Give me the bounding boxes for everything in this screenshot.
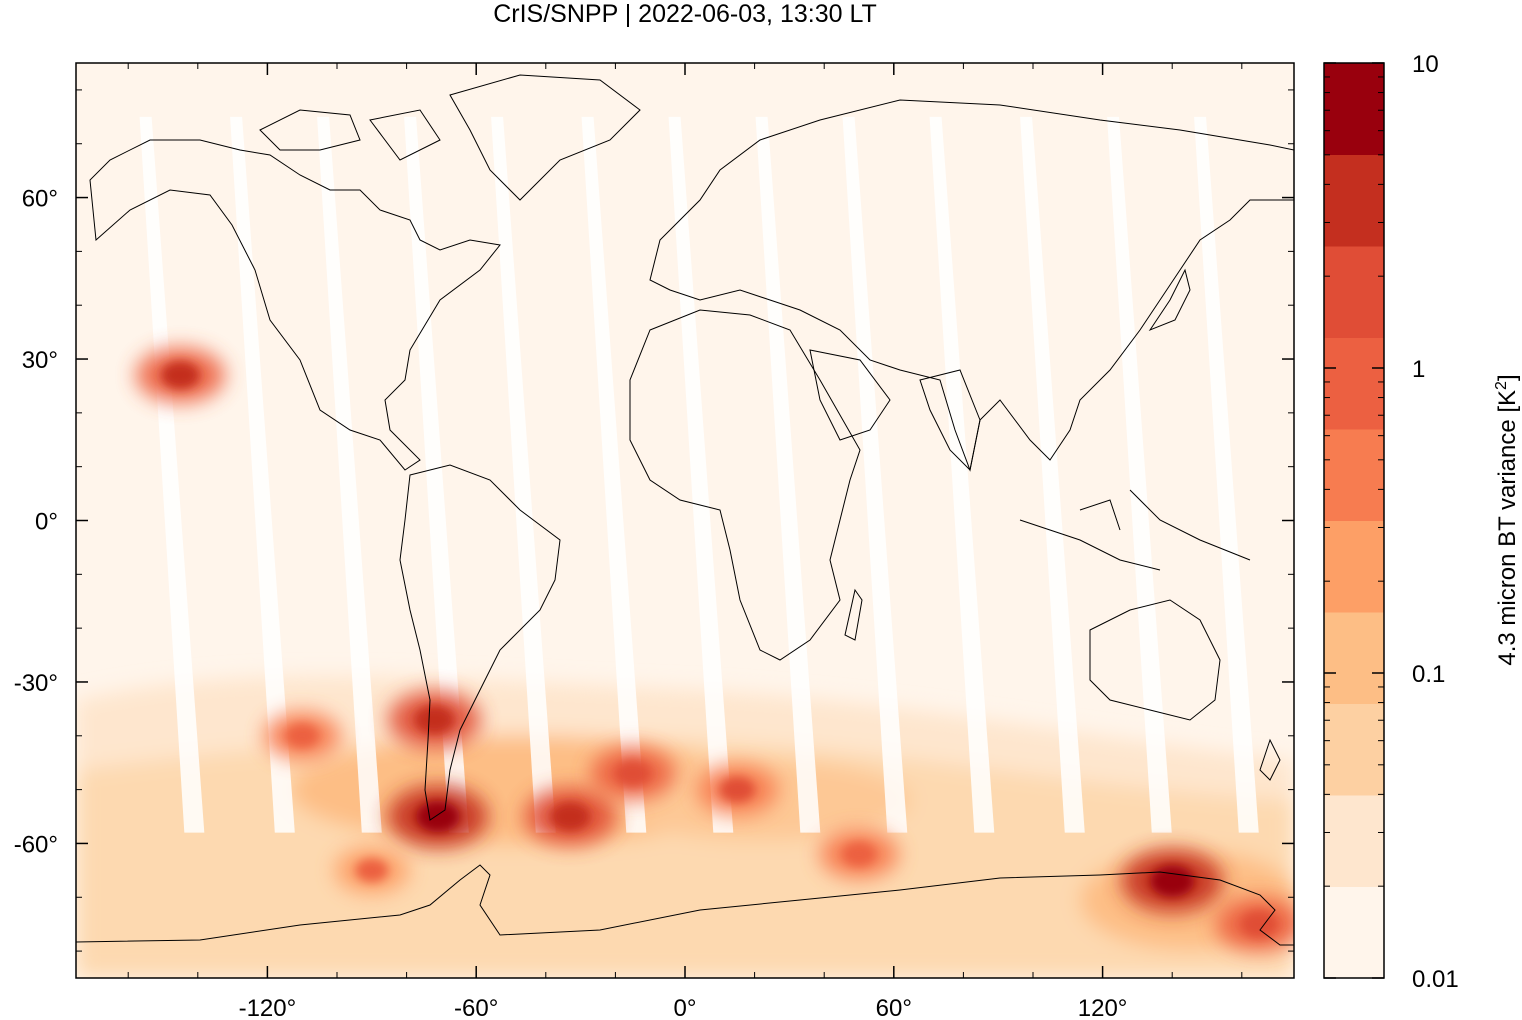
orbit-gap-3 xyxy=(404,116,469,833)
hotspot-1 xyxy=(414,705,455,735)
orbit-gap-10 xyxy=(1020,116,1085,833)
x-tick-label: 120° xyxy=(1078,995,1128,1020)
y-tick-label: 30° xyxy=(22,347,58,374)
map-area xyxy=(76,63,1294,978)
colorbar-tick-label: 0.1 xyxy=(1412,661,1445,688)
orbit-gap-1 xyxy=(230,116,295,833)
hotspot-3 xyxy=(160,361,200,390)
colorbar-band-4 xyxy=(1324,520,1384,613)
coastlines xyxy=(76,74,1294,946)
coast-eurasia xyxy=(649,99,1294,472)
coast-australia xyxy=(1089,599,1221,721)
orbit-gap-11 xyxy=(1107,116,1172,833)
colorbar-band-7 xyxy=(1324,246,1384,338)
orbit-gap-12 xyxy=(1194,116,1259,833)
y-tick-label: 0° xyxy=(35,509,58,536)
colorbar-tick-label: 0.01 xyxy=(1412,966,1459,993)
orbit-gap-4 xyxy=(491,116,556,833)
hotspot-6 xyxy=(719,776,755,803)
hotspot-7 xyxy=(841,841,877,867)
x-tick-label: -120° xyxy=(239,995,297,1020)
orbit-gap-5 xyxy=(581,116,647,833)
hotspot-9 xyxy=(285,723,320,748)
colorbar-band-3 xyxy=(1324,612,1384,704)
axes: -120° -60° 0° 60° 120° 60° 30° 0° -30° -60° xyxy=(14,63,1294,1020)
x-tick-label: -60° xyxy=(454,995,498,1020)
colorbar-tick-label: 10 xyxy=(1412,51,1439,78)
colorbar-band-1 xyxy=(1324,795,1384,887)
hotspots xyxy=(135,347,1294,952)
colorbar-frame xyxy=(1323,62,1385,979)
orbit-gap-6 xyxy=(668,116,734,833)
chart-title: CrIS/SNPP | 2022-06-03, 13:30 LT xyxy=(493,0,877,28)
hotspot-0 xyxy=(416,800,460,833)
y-tick-label: -30° xyxy=(14,670,58,697)
coast-south-america xyxy=(399,464,561,821)
coast-greenland xyxy=(449,74,641,201)
colorbar-label-text: 4.3 micron BT variance [K xyxy=(1494,390,1521,666)
coast-arctic-islands xyxy=(259,109,441,161)
colorbar-band-5 xyxy=(1324,429,1384,521)
hotspot-8 xyxy=(1240,910,1279,938)
coast-north-america xyxy=(89,139,501,471)
y-tick-label: -60° xyxy=(14,831,58,858)
hotspot-10 xyxy=(355,858,389,882)
coast-india xyxy=(919,369,981,472)
orbit-gap-8 xyxy=(842,116,908,833)
colorbar: 10 1 0.1 0.01 xyxy=(1323,51,1459,993)
colorbar-label-end: ] xyxy=(1494,374,1521,381)
coast-africa xyxy=(629,309,861,661)
y-tick-label: 60° xyxy=(22,186,58,213)
coast-arabia xyxy=(809,349,891,441)
orbit-gap-2 xyxy=(317,116,382,833)
hotspot-2 xyxy=(1150,865,1195,897)
colorbar-band-0 xyxy=(1324,886,1384,979)
colorbar-label-sup: 2 xyxy=(1493,381,1510,390)
coast-indonesia xyxy=(1019,489,1251,571)
colorbar-band-6 xyxy=(1324,337,1384,430)
orbit-gap-0 xyxy=(139,116,205,833)
colorbar-band-2 xyxy=(1324,703,1384,796)
x-tick-label: 60° xyxy=(876,995,912,1020)
orbit-gaps xyxy=(139,116,1259,833)
colorbar-label: 4.3 micron BT variance [K2] xyxy=(1493,374,1521,665)
colorbar-band-9 xyxy=(1324,63,1384,155)
coast-japan xyxy=(1148,268,1191,332)
colorbar-tick-label: 1 xyxy=(1412,356,1425,383)
hotspot-5 xyxy=(614,760,652,787)
coast-madagascar xyxy=(844,588,863,641)
colorbar-band-8 xyxy=(1324,154,1384,247)
coast-antarctica xyxy=(76,864,1294,946)
hotspot-4 xyxy=(549,802,591,831)
orbit-gap-9 xyxy=(929,116,995,833)
x-tick-label: 0° xyxy=(674,995,697,1020)
orbit-gap-7 xyxy=(755,116,821,833)
coast-new-zealand xyxy=(1259,738,1281,781)
